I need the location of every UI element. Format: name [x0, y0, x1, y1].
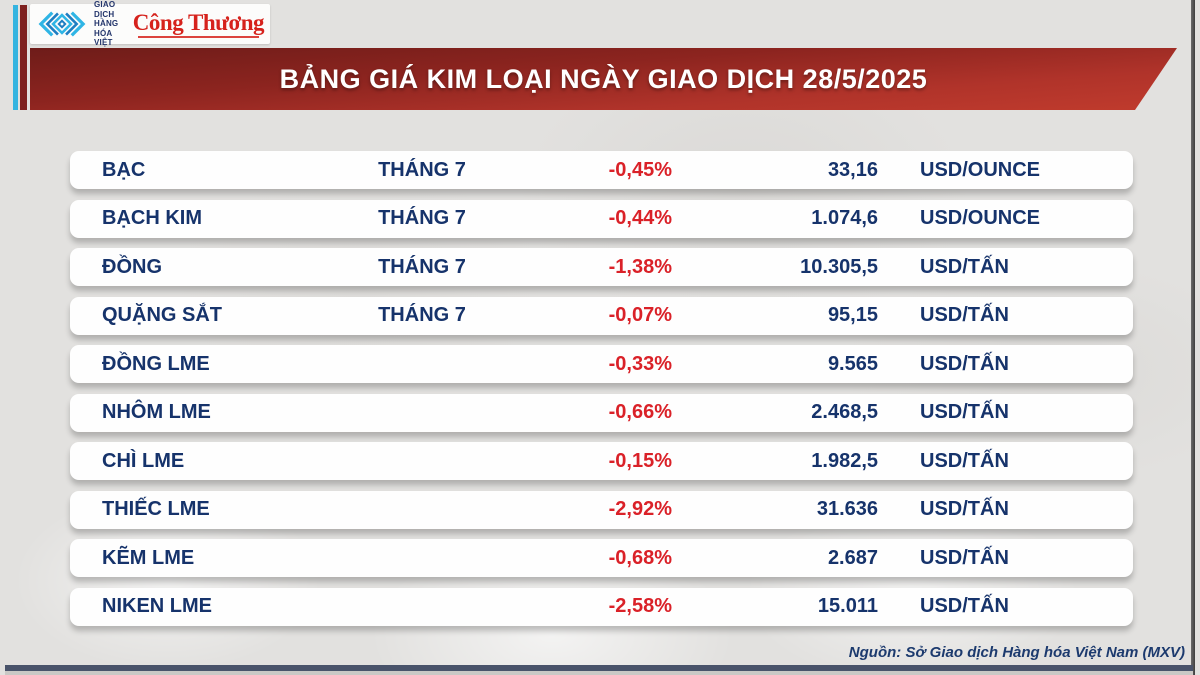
page-title: BẢNG GIÁ KIM LOẠI NGÀY GIAO DỊCH 28/5/20… — [279, 63, 928, 94]
table-row: BẠCH KIM THÁNG 7 -0,44% 1.074,6 USD/OUNC… — [70, 199, 1133, 238]
contract-month: THÁNG 7 — [378, 207, 466, 229]
bottom-bar — [5, 665, 1193, 671]
price-value: 2.468,5 — [811, 401, 878, 423]
commodity-name: CHÌ LME — [102, 449, 185, 472]
change-percent: -1,38% — [608, 255, 672, 278]
title-banner: BẢNG GIÁ KIM LOẠI NGÀY GIAO DỊCH 28/5/20… — [30, 48, 1177, 110]
price-value: 31.636 — [816, 498, 878, 520]
contract-month: THÁNG 7 — [378, 255, 466, 278]
price-unit: USD/OUNCE — [920, 158, 1041, 181]
commodity-name: BẠCH KIM — [102, 207, 202, 229]
table-row: NIKEN LME -2,58% 15.011 USD/TẤN — [70, 587, 1133, 626]
change-percent: -2,58% — [608, 595, 672, 617]
left-accent-stripe-cyan — [13, 5, 18, 110]
price-value: 9.565 — [827, 352, 878, 375]
price-unit: USD/TẤN — [920, 595, 1009, 617]
commodity-name: ĐỒNG — [102, 255, 162, 278]
commodity-name: NHÔM LME — [102, 401, 211, 423]
commodity-name: ĐỒNG LME — [102, 352, 210, 375]
commodity-name: BẠC — [102, 158, 146, 181]
price-value: 15.011 — [817, 595, 878, 617]
price-table: BẠC THÁNG 7 -0,45% 33,16 USD/OUNCE BẠCH … — [70, 151, 1133, 626]
commodity-name: QUẶNG SẮT — [102, 304, 222, 326]
price-value: 2.687 — [827, 546, 878, 569]
price-unit: USD/TẤN — [920, 255, 1009, 278]
change-percent: -0,66% — [608, 401, 672, 423]
change-percent: -0,68% — [608, 546, 672, 569]
commodity-name: THIẾC LME — [102, 498, 210, 520]
table-row: BẠC THÁNG 7 -0,45% 33,16 USD/OUNCE — [70, 151, 1133, 189]
price-value: 10.305,5 — [800, 255, 878, 278]
change-percent: -0,45% — [608, 158, 672, 181]
change-percent: -0,44% — [608, 207, 672, 229]
table-row: KẼM LME -0,68% 2.687 USD/TẤN — [70, 539, 1133, 577]
source-note: Nguồn: Sở Giao dịch Hàng hóa Việt Nam (M… — [848, 644, 1185, 661]
table-row: CHÌ LME -0,15% 1.982,5 USD/TẤN — [70, 442, 1133, 480]
price-value: 1.982,5 — [811, 449, 878, 472]
price-unit: USD/TẤN — [920, 498, 1009, 520]
table-row: NHÔM LME -0,66% 2.468,5 USD/TẤN — [70, 393, 1133, 432]
change-percent: -2,92% — [608, 498, 672, 520]
congthuong-tagline-rule — [138, 35, 259, 38]
contract-month: THÁNG 7 — [378, 158, 466, 181]
change-percent: -0,07% — [608, 304, 672, 326]
change-percent: -0,15% — [608, 449, 672, 472]
table-row: ĐỒNG THÁNG 7 -1,38% 10.305,5 USD/TẤN — [70, 248, 1133, 286]
price-unit: USD/TẤN — [920, 352, 1009, 375]
price-value: 1.074,6 — [811, 207, 878, 229]
commodity-name: KẼM LME — [102, 546, 195, 569]
right-edge-rule — [1191, 0, 1195, 675]
left-accent-stripe-maroon — [20, 5, 27, 110]
bottom-bar-underlay — [5, 671, 1193, 675]
price-unit: USD/TẤN — [920, 449, 1009, 472]
mxv-logo-icon — [36, 7, 88, 41]
contract-month: THÁNG 7 — [378, 304, 466, 326]
price-value: 33,16 — [827, 158, 878, 181]
table-row: ĐỒNG LME -0,33% 9.565 USD/TẤN — [70, 345, 1133, 383]
table-row: THIẾC LME -2,92% 31.636 USD/TẤN — [70, 490, 1133, 529]
commodity-name: NIKEN LME — [102, 595, 212, 617]
price-value: 95,15 — [827, 304, 878, 326]
change-percent: -0,33% — [608, 352, 672, 375]
congthuong-wordmark: Công Thương — [132, 9, 265, 35]
price-unit: USD/OUNCE — [920, 207, 1041, 229]
logo-box: SỞ GIAO DỊCH HÀNG HÓA VIỆT NAM Công Thươ… — [30, 0, 270, 57]
table-row: QUẶNG SẮT THÁNG 7 -0,07% 95,15 USD/TẤN — [70, 296, 1133, 335]
congthuong-logo: Công Thương — [132, 9, 265, 38]
price-unit: USD/TẤN — [920, 401, 1009, 423]
price-unit: USD/TẤN — [920, 304, 1009, 326]
price-unit: USD/TẤN — [920, 546, 1009, 569]
